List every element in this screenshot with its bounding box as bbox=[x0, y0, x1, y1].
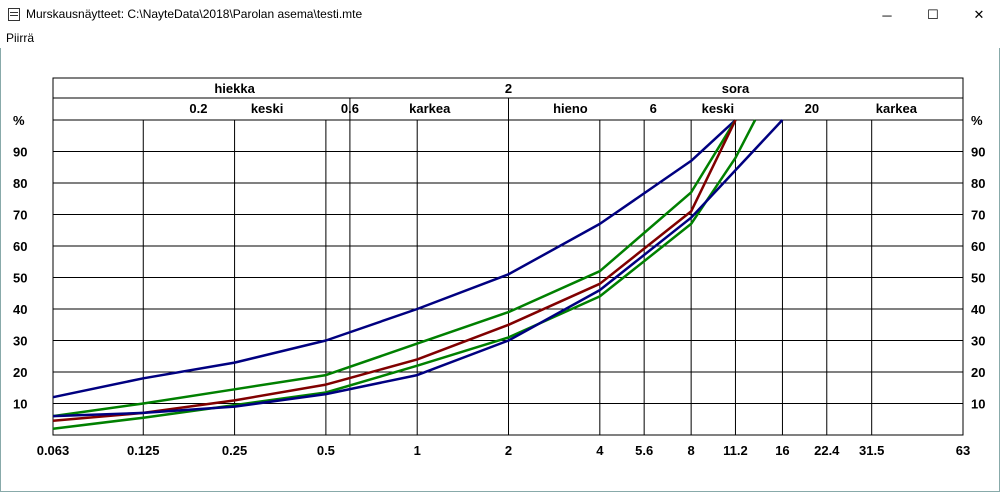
header-subclass-label: karkea bbox=[876, 101, 918, 116]
series-line bbox=[52, 119, 784, 418]
series-line bbox=[52, 119, 737, 399]
header-subclass-label: keski bbox=[251, 101, 284, 116]
close-icon: ✕ bbox=[973, 7, 985, 22]
header-subclass-label: 6 bbox=[650, 101, 657, 116]
y-tick-label-right: 20 bbox=[971, 365, 985, 380]
series-line bbox=[52, 119, 757, 430]
y-tick-label-left: 50 bbox=[13, 271, 27, 286]
x-tick-label: 0.063 bbox=[37, 443, 70, 458]
x-tick-label: 11.2 bbox=[723, 443, 748, 458]
x-tick-label: 5.6 bbox=[635, 443, 653, 458]
y-tick-label-left: 10 bbox=[13, 397, 27, 412]
series-line bbox=[52, 119, 737, 418]
maximize-button[interactable]: ☐ bbox=[910, 0, 956, 30]
header-subclass-label: 0.2 bbox=[189, 101, 207, 116]
x-tick-label: 8 bbox=[688, 443, 695, 458]
x-tick-label: 1 bbox=[414, 443, 421, 458]
y-tick-label-left: 80 bbox=[13, 176, 27, 191]
header-soil-class-label: hiekka bbox=[214, 81, 255, 96]
header-soil-class-label: 2 bbox=[505, 81, 512, 96]
menu-item-piirra[interactable]: Piirrä bbox=[6, 31, 35, 45]
header-subclass-label: keski bbox=[702, 101, 735, 116]
x-tick-label: 0.25 bbox=[222, 443, 247, 458]
window-title: Murskausnäytteet: C:\NayteData\2018\Paro… bbox=[26, 7, 363, 21]
x-tick-label: 0.125 bbox=[127, 443, 160, 458]
y-tick-label-left: 60 bbox=[13, 239, 27, 254]
x-tick-label: 2 bbox=[505, 443, 512, 458]
x-tick-label: 63 bbox=[956, 443, 970, 458]
maximize-icon: ☐ bbox=[927, 7, 939, 22]
minimize-button[interactable]: ─ bbox=[864, 0, 910, 30]
y-unit-label-left: % bbox=[13, 113, 25, 128]
x-tick-label: 16 bbox=[775, 443, 789, 458]
y-tick-label-right: 50 bbox=[971, 271, 985, 286]
app-icon bbox=[8, 8, 20, 21]
menu-bar: Piirrä bbox=[0, 30, 1000, 48]
header-subclass-label: 0.6 bbox=[341, 101, 359, 116]
y-tick-label-left: 20 bbox=[13, 365, 27, 380]
header-subclass-label: 20 bbox=[805, 101, 819, 116]
y-unit-label-right: % bbox=[971, 113, 983, 128]
header-subclass-label: karkea bbox=[409, 101, 451, 116]
close-button[interactable]: ✕ bbox=[956, 0, 1000, 30]
y-tick-label-right: 70 bbox=[971, 208, 985, 223]
chart-area: 0.063 0.125 0.25 0.5 1 2 4 5.6 8 11.2 16 22.4 31.5 63… bbox=[0, 48, 1000, 492]
y-tick-label-right: 10 bbox=[971, 397, 985, 412]
series-line bbox=[52, 119, 737, 423]
y-tick-label-right: 30 bbox=[971, 334, 985, 349]
minimize-icon: ─ bbox=[882, 7, 892, 23]
x-tick-label: 31.5 bbox=[859, 443, 884, 458]
x-tick-label: 4 bbox=[596, 443, 604, 458]
header-subclass-label: hieno bbox=[553, 101, 588, 116]
grading-curve-chart: 0.063 0.125 0.25 0.5 1 2 4 5.6 8 11.2 16 22.4 31.5 63… bbox=[13, 77, 985, 458]
header-soil-class-label: sora bbox=[722, 81, 750, 96]
title-bar: Murskausnäytteet: C:\NayteData\2018\Paro… bbox=[0, 0, 1000, 30]
x-tick-label: 0.5 bbox=[317, 443, 335, 458]
y-tick-label-right: 40 bbox=[971, 302, 985, 317]
x-tick-label: 22.4 bbox=[814, 443, 840, 458]
y-tick-label-left: 90 bbox=[13, 145, 27, 160]
y-tick-label-right: 90 bbox=[971, 145, 985, 160]
y-tick-label-right: 60 bbox=[971, 239, 985, 254]
y-tick-label-left: 30 bbox=[13, 334, 27, 349]
y-tick-label-left: 70 bbox=[13, 208, 27, 223]
y-tick-label-right: 80 bbox=[971, 176, 985, 191]
y-tick-label-left: 40 bbox=[13, 302, 27, 317]
